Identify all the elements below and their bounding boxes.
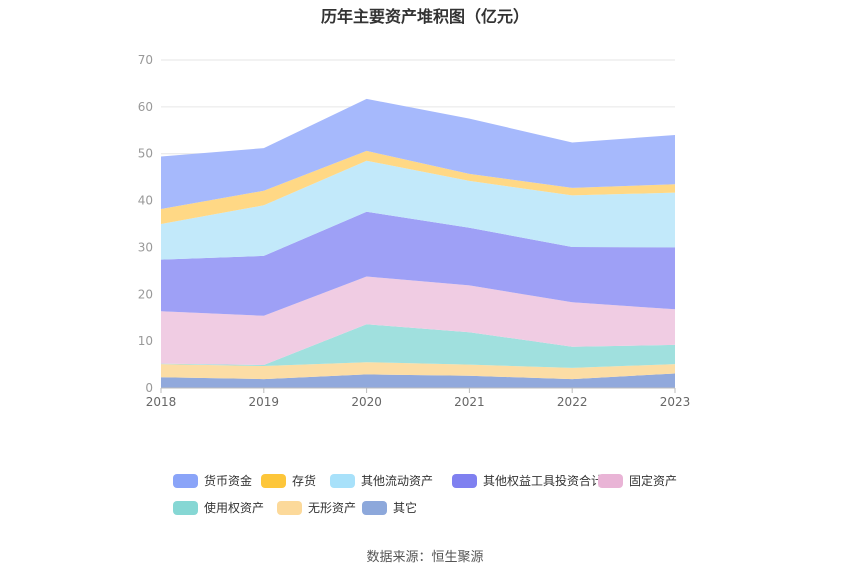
- data-source: 数据来源：恒生聚源: [366, 550, 484, 565]
- y-tick-label: 40: [138, 194, 153, 208]
- x-tick-label: 2019: [249, 395, 280, 409]
- area-series-0: [161, 373, 675, 388]
- stacked-area-chart: 0 10 20 30 40 50 60 70 2018 2019 2020 2021 2022 2023: [138, 53, 691, 409]
- area-series-3: [161, 276, 675, 365]
- legend-item[interactable]: 其他权益工具投资合计: [452, 472, 603, 489]
- legend-label: 其它: [393, 501, 418, 515]
- legend-item[interactable]: 无形资产: [277, 499, 356, 516]
- area-series-4: [161, 211, 675, 316]
- y-tick-label: 60: [138, 100, 153, 114]
- y-tick-label: 50: [138, 147, 153, 161]
- area-series-1: [161, 362, 675, 380]
- legend-item[interactable]: 使用权资产: [173, 499, 264, 516]
- area-series-2: [161, 324, 675, 368]
- legend-label: 其他权益工具投资合计: [483, 474, 604, 488]
- x-tick-label: 2022: [557, 395, 588, 409]
- legend-label: 使用权资产: [204, 501, 265, 515]
- legend-label: 固定资产: [629, 474, 678, 488]
- area-series: [161, 98, 675, 388]
- legend-item[interactable]: 固定资产: [598, 472, 677, 489]
- y-tick-label: 70: [138, 53, 153, 67]
- legend-swatch: [277, 500, 302, 515]
- legend-item[interactable]: 其他流动资产: [330, 472, 433, 489]
- area-series-6: [161, 150, 675, 224]
- legend-swatch: [598, 473, 623, 488]
- legend-label: 无形资产: [308, 501, 357, 515]
- x-tick-label: 2023: [660, 395, 691, 409]
- legend-label: 其他流动资产: [361, 474, 434, 488]
- legend-swatch: [261, 473, 286, 488]
- legend-item[interactable]: 存货: [261, 472, 316, 489]
- legend-swatch: [173, 500, 198, 515]
- legend-label: 存货: [292, 474, 317, 488]
- chart-title: 历年主要资产堆积图（亿元）: [320, 7, 529, 26]
- legend-swatch: [330, 473, 355, 488]
- area-series-7: [161, 98, 675, 209]
- y-tick-label: 0: [145, 381, 153, 395]
- y-tick-label: 30: [138, 240, 153, 254]
- x-tick-label: 2020: [351, 395, 382, 409]
- axes: 0 10 20 30 40 50 60 70 2018 2019 2020 2021 2022 2023: [138, 53, 691, 409]
- y-tick-label: 10: [138, 334, 153, 348]
- legend-swatch: [173, 473, 198, 488]
- x-tick-label: 2018: [146, 395, 177, 409]
- legend-item[interactable]: 其它: [362, 499, 417, 516]
- legend-swatch: [452, 473, 477, 488]
- area-series-5: [161, 160, 675, 260]
- y-tick-label: 20: [138, 287, 153, 301]
- legend-item[interactable]: 货币资金: [173, 472, 252, 489]
- x-tick-label: 2021: [454, 395, 485, 409]
- legend-swatch: [362, 500, 387, 515]
- legend-label: 货币资金: [204, 474, 253, 488]
